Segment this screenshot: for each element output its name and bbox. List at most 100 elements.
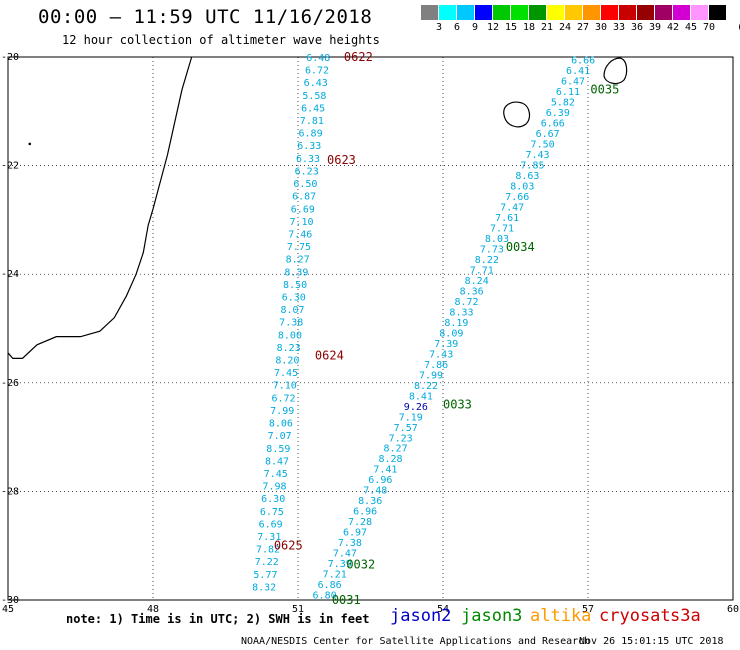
wave-height-value: 5.82 <box>551 98 575 109</box>
color-tick-label: 3 <box>435 22 443 33</box>
wave-height-value: 8.19 <box>444 318 468 329</box>
wave-height-value: 7.75 <box>287 242 311 253</box>
wave-height-value: 7.10 <box>289 217 313 228</box>
color-tick-label: 45 <box>684 22 698 33</box>
generation-timestamp: Nov 26 15:01:15 UTC 2018 <box>579 636 724 647</box>
lat-tick-label: -24 <box>1 269 19 280</box>
color-tick-label: 9 <box>471 22 479 33</box>
wave-height-value: 7.71 <box>490 224 514 235</box>
coastline-madagascar <box>7 56 193 359</box>
color-tick-label: 21 <box>540 22 554 33</box>
wave-height-value: 7.43 <box>429 349 453 360</box>
pass-time-label: 0623 <box>327 153 356 167</box>
coastline-mauritius <box>603 57 628 85</box>
color-swatch <box>655 5 673 20</box>
color-swatch <box>637 5 655 20</box>
wave-height-value: 7.23 <box>389 433 413 444</box>
wave-height-value: 5.77 <box>253 570 277 581</box>
wave-height-value: 7.82 <box>256 545 280 556</box>
wave-height-value: 7.10 <box>273 381 297 392</box>
wave-height-value: 6.69 <box>259 519 283 530</box>
wave-height-value: 7.66 <box>505 192 529 203</box>
wave-height-value: 8.03 <box>510 182 534 193</box>
pass-time-label: 0031 <box>332 593 361 607</box>
wave-height-value: 8.23 <box>277 343 301 354</box>
wave-height-value: 5.58 <box>302 91 326 102</box>
wave-height-value: 7.71 <box>470 265 494 276</box>
wave-height-value: 7.85 <box>520 161 544 172</box>
color-swatch <box>583 5 601 20</box>
color-swatch <box>493 5 511 20</box>
wave-height-value: 7.45 <box>274 368 298 379</box>
color-unit-label: (ft) <box>737 22 740 33</box>
wave-height-value: 8.50 <box>283 280 307 291</box>
wave-height-value: 7.99 <box>270 406 294 417</box>
color-swatch <box>475 5 493 20</box>
wave-height-value: 6.23 <box>295 166 319 177</box>
wave-height-value: 8.33 <box>449 307 473 318</box>
lon-tick-label: 45 <box>2 604 14 615</box>
wave-height-value: 6.96 <box>368 475 392 486</box>
wave-height-value: 8.39 <box>284 267 308 278</box>
wave-height-value: 7.21 <box>323 570 347 581</box>
wave-height-value: 6.11 <box>556 87 580 98</box>
color-tick-label: 12 <box>486 22 500 33</box>
wave-height-value: 8.24 <box>465 276 489 287</box>
wave-height-value: 8.47 <box>265 456 289 467</box>
wave-height-value: 6.39 <box>546 108 570 119</box>
wave-height-value: 6.75 <box>260 507 284 518</box>
color-swatch <box>547 5 565 20</box>
wave-height-value: 7.47 <box>333 549 357 560</box>
wave-height-value: 6.86 <box>318 580 342 591</box>
color-tick-label: 6 <box>453 22 461 33</box>
wave-height-value: 7.39 <box>434 339 458 350</box>
wave-height-value: 7.38 <box>338 538 362 549</box>
satellite-jason2: jason2 <box>390 606 452 626</box>
wave-height-value: 8.72 <box>455 297 479 308</box>
wave-height-value: 7.57 <box>394 423 418 434</box>
color-tick-label: 27 <box>576 22 590 33</box>
lat-tick-label: -28 <box>1 486 19 497</box>
satellite-s3a: s3a <box>670 606 701 626</box>
wave-height-value: 6.30 <box>282 293 306 304</box>
wave-height-value: 7.86 <box>424 360 448 371</box>
color-swatch <box>457 5 475 20</box>
wave-height-value: 7.47 <box>500 203 524 214</box>
lon-tick-label: 60 <box>727 604 739 615</box>
color-tick-label: 24 <box>558 22 572 33</box>
wave-height-value: 8.59 <box>266 444 290 455</box>
color-swatch <box>619 5 637 20</box>
lat-tick-label: -22 <box>1 161 19 172</box>
lon-tick-label: 48 <box>147 604 159 615</box>
lat-tick-label: -30 <box>1 595 19 606</box>
wave-height-value: 8.27 <box>286 255 310 266</box>
lat-tick-label: -26 <box>1 378 19 389</box>
wave-height-value: 6.96 <box>353 507 377 518</box>
wave-height-value: 7.81 <box>300 116 324 127</box>
wave-height-value: 7.19 <box>399 412 423 423</box>
pass-time-label: 0035 <box>590 83 619 97</box>
color-swatch <box>673 5 691 20</box>
coastline-reunion <box>503 101 531 128</box>
wave-height-value: 8.28 <box>378 454 402 465</box>
wave-height-value: 7.99 <box>419 370 443 381</box>
wave-height-value: 6.33 <box>297 141 321 152</box>
wave-height-value: 9.26 <box>404 402 428 413</box>
lat-tick-label: -20 <box>1 52 19 63</box>
wave-height-value: 6.66 <box>571 56 595 67</box>
wave-height-value: 8.06 <box>269 419 293 430</box>
wave-height-value: 8.27 <box>384 444 408 455</box>
wave-height-value: 6.66 <box>541 119 565 130</box>
wave-height-value: 7.43 <box>525 150 549 161</box>
wave-height-value: 6.72 <box>271 393 295 404</box>
wave-height-value: 8.09 <box>439 328 463 339</box>
islet <box>28 142 32 146</box>
wave-height-value: 6.87 <box>292 192 316 203</box>
wave-height-value: 7.98 <box>262 482 286 493</box>
wave-height-value: 7.39 <box>328 559 352 570</box>
map-frame <box>7 56 734 601</box>
wave-height-value: 7.46 <box>288 229 312 240</box>
pass-time-label: 0622 <box>344 50 373 64</box>
color-swatch <box>421 5 439 20</box>
color-tick-label: 15 <box>504 22 518 33</box>
